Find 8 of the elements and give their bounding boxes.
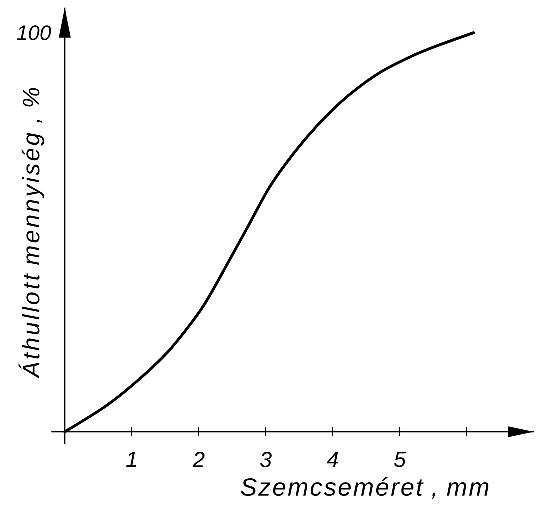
x-tick-label: 1	[126, 452, 136, 468]
x-tick-label: 3	[260, 452, 272, 468]
x-axis-title: Szemcseméret , mm	[241, 478, 489, 500]
x-tick-label: 4	[327, 452, 338, 468]
y-axis-title: Áthullott mennyiség , %	[18, 88, 44, 379]
x-tick-label: 5	[394, 452, 406, 468]
x-tick-label: 2	[192, 452, 205, 468]
text: 100	[17, 26, 52, 40]
